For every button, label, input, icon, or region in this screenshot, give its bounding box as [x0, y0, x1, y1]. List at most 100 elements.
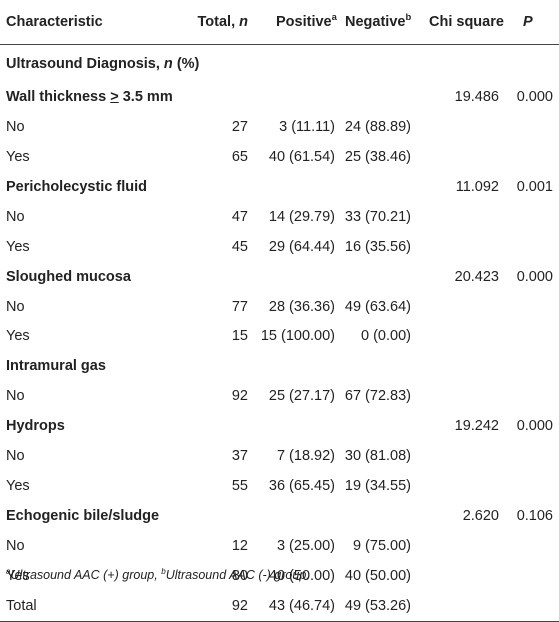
row-p-empty — [509, 531, 559, 561]
total-positive: 43 (46.74) — [254, 590, 339, 622]
row-negative: 16 (35.56) — [344, 238, 411, 255]
p-value — [509, 351, 559, 381]
row-label: Yes — [6, 567, 30, 584]
col-header-negative-label: Negative — [345, 14, 406, 30]
row-label: Yes — [6, 238, 30, 255]
row-negative: 67 (72.83) — [344, 388, 411, 405]
row-chi-empty — [423, 381, 509, 411]
footnote-text-b: Ultrasound AAC (-) group. — [165, 568, 310, 582]
col-header-negative-sup: b — [405, 11, 412, 23]
row-chi-empty — [423, 561, 509, 591]
row-label: Yes — [6, 148, 30, 165]
section-row: Ultrasound Diagnosis, n (%) — [0, 45, 559, 83]
chi-square-value: 11.092 — [455, 178, 499, 195]
col-header-p: P — [509, 0, 559, 45]
group-row-pericholecystic-fluid: Pericholecystic fluid 11.092 0.001 — [0, 172, 559, 202]
row-total: 55 — [231, 478, 248, 495]
row-p-empty — [509, 142, 559, 172]
p-value: 0.000 — [516, 268, 553, 285]
col-header-chi-square: Chi square — [423, 0, 509, 45]
row-label: No — [6, 538, 25, 555]
chi-square-value: 20.423 — [454, 268, 499, 285]
row-label: No — [6, 448, 25, 465]
group-title: Intramural gas — [6, 358, 106, 375]
footnote-text-a: Ultrasound AAC (+) group, — [10, 568, 158, 582]
total-total: 92 — [188, 590, 254, 622]
p-value: 0.106 — [516, 508, 553, 525]
group-row-echogenic-bile: Echogenic bile/sludge 2.620 0.106 — [0, 501, 559, 531]
col-header-positive-label: Positive — [276, 14, 332, 30]
col-header-total-label: Total, — [197, 14, 236, 30]
table-row: Yes 15 15 (100.00) 0 (0.00) — [0, 322, 559, 352]
chi-square-value — [423, 351, 509, 381]
group-title: Hydrops — [6, 418, 65, 435]
table-row: No 47 14 (29.79) 33 (70.21) — [0, 202, 559, 232]
group-title-text: Wall thickness — [6, 88, 107, 105]
row-positive: 29 (64.44) — [268, 238, 335, 255]
col-header-characteristic: Characteristic — [0, 0, 188, 45]
row-label: No — [6, 298, 25, 315]
row-p-empty — [509, 322, 559, 352]
row-positive: 28 (36.36) — [268, 298, 335, 315]
chi-square-value: 2.620 — [462, 508, 499, 525]
row-total: 80 — [231, 567, 248, 584]
table-footnote: aUltrasound AAC (+) group, bUltrasound A… — [6, 567, 310, 582]
row-positive: 25 (27.17) — [268, 388, 335, 405]
chi-square-value: 19.242 — [454, 418, 499, 435]
row-chi-empty — [423, 441, 509, 471]
row-negative: 25 (38.46) — [344, 148, 411, 165]
table-row: No 27 3 (11.11) 24 (88.89) — [0, 112, 559, 142]
row-p-empty — [509, 441, 559, 471]
total-label: Total — [0, 590, 188, 622]
row-p-empty — [509, 471, 559, 501]
group-title: Sloughed mucosa — [6, 268, 131, 285]
chi-square-value: 19.486 — [454, 88, 499, 105]
row-chi-empty — [423, 112, 509, 142]
group-title: Wall thickness > 3.5 mm — [0, 82, 423, 112]
table-row: Yes 55 36 (65.45) 19 (34.55) — [0, 471, 559, 501]
col-header-p-label: P — [523, 14, 533, 30]
row-label: Yes — [6, 478, 30, 495]
total-negative: 49 (53.26) — [339, 590, 423, 622]
group-row-intramural-gas: Intramural gas — [0, 351, 559, 381]
section-title: Ultrasound Diagnosis, n (%) — [0, 45, 559, 83]
row-total: 15 — [231, 328, 248, 345]
row-total: 12 — [231, 538, 248, 555]
row-negative: 9 (75.00) — [352, 538, 411, 555]
row-label: No — [6, 118, 25, 135]
row-label: No — [6, 388, 25, 405]
table-row: Yes 45 29 (64.44) 16 (35.56) — [0, 232, 559, 262]
row-positive: 40 (50.00) — [268, 567, 335, 584]
row-total: 65 — [231, 148, 248, 165]
row-p-empty — [509, 112, 559, 142]
section-title-n: n — [163, 55, 173, 72]
row-total: 27 — [231, 118, 248, 135]
row-chi-empty — [423, 232, 509, 262]
p-value: 0.000 — [516, 88, 553, 105]
col-header-total-n: n — [239, 14, 248, 30]
row-p-empty — [509, 202, 559, 232]
row-p-empty — [509, 292, 559, 322]
row-positive: 3 (25.00) — [276, 538, 335, 555]
table-row: Yes 65 40 (61.54) 25 (38.46) — [0, 142, 559, 172]
row-chi-empty — [423, 202, 509, 232]
table-row: No 37 7 (18.92) 30 (81.08) — [0, 441, 559, 471]
row-total: 92 — [231, 388, 248, 405]
row-label: Yes — [6, 328, 30, 345]
row-total: 37 — [231, 448, 248, 465]
row-total: 45 — [231, 238, 248, 255]
table-row: No 12 3 (25.00) 9 (75.00) — [0, 531, 559, 561]
col-header-negative: Negativeb — [339, 0, 423, 45]
total-p-empty — [509, 590, 559, 622]
row-chi-empty — [423, 531, 509, 561]
p-value: 0.001 — [516, 178, 553, 195]
row-positive: 15 (100.00) — [260, 328, 335, 345]
group-row-wall-thickness: Wall thickness > 3.5 mm 19.486 0.000 — [0, 82, 559, 112]
row-negative: 40 (50.00) — [344, 567, 411, 584]
group-title: Echogenic bile/sludge — [6, 508, 160, 525]
row-chi-empty — [423, 292, 509, 322]
group-title-value: 3.5 mm — [122, 88, 173, 105]
row-p-empty — [509, 232, 559, 262]
